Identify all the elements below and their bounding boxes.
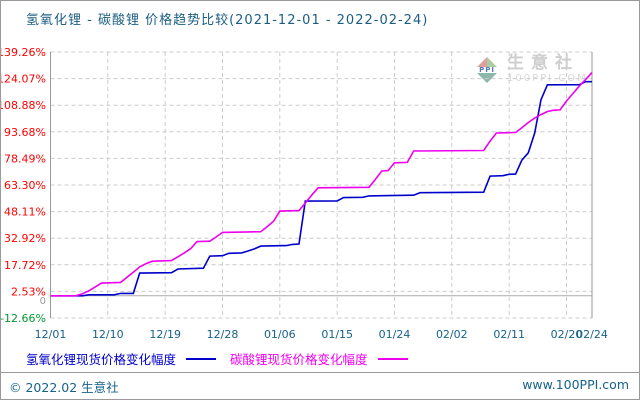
page-title: 氢氧化锂 - 碳酸锂 价格趋势比较(2021-12-01 - 2022-02-2… (26, 13, 429, 28)
y-axis-label: 108.88% (1, 99, 46, 112)
svg-text:PPI: PPI (479, 66, 495, 74)
series-line-lithium-carbonate (50, 72, 593, 297)
zero-axis-label: 0 (40, 296, 46, 307)
watermark-text: 生意社 100PPI.COM (507, 55, 588, 84)
y-axis-label: 124.07% (1, 73, 46, 86)
y-axis-label: -12.66% (1, 312, 46, 325)
legend-label-lithium-carbonate: 碳酸锂现货价格变化幅度 (230, 352, 368, 367)
x-axis-label: 12/10 (92, 328, 124, 341)
legend-line-lithium-hydroxide-icon (186, 357, 217, 360)
y-axis-label: 17.72% (4, 259, 46, 272)
legend-line-lithium-carbonate-icon (377, 357, 408, 360)
legend: 氢氧化锂现货价格变化幅度 碳酸锂现货价格变化幅度 (1, 349, 639, 368)
copyright-text: © 2022.02 生意社 (9, 380, 119, 395)
x-axis-label: 01/06 (264, 328, 296, 341)
x-axis-label: 01/24 (379, 328, 411, 341)
x-axis-label: 01/15 (321, 328, 353, 341)
chart-area: PPI 生意社 100PPI.COM 139.26% 124.07% 108.88%… (1, 1, 639, 346)
watermark-site-text: 100PPI.COM (507, 73, 588, 84)
site-link[interactable]: www.100PPI.com (522, 377, 629, 392)
brand-logo-icon: PPI (473, 56, 501, 83)
footer-divider (1, 372, 639, 373)
x-axis-label: 02/11 (493, 328, 525, 341)
x-axis-label: 02/24 (576, 328, 608, 341)
x-axis-label: 12/19 (149, 328, 181, 341)
watermark: PPI 生意社 100PPI.COM (473, 55, 588, 84)
y-axis-label: 48.11% (4, 206, 46, 219)
footer: © 2022.02 生意社 www.100PPI.com (1, 377, 639, 396)
y-axis-label: 78.49% (4, 152, 46, 165)
x-axis-label: 02/20 (551, 328, 583, 341)
price-trend-chart: 139.26% 124.07% 108.88% 93.68% 78.49% 63.30% 4… (1, 46, 608, 341)
x-axis-label: 12/28 (207, 328, 239, 341)
x-axis-label: 12/01 (35, 328, 67, 341)
y-axis-label: 32.92% (4, 232, 46, 245)
series-line-lithium-hydroxide (50, 80, 592, 297)
y-axis-label: 93.68% (4, 126, 46, 139)
y-axis-label: 2.53% (11, 285, 46, 298)
watermark-brand-text: 生意社 (507, 53, 579, 73)
y-axis-label: 139.26% (1, 46, 46, 59)
legend-label-lithium-hydroxide: 氢氧化锂现货价格变化幅度 (26, 352, 177, 367)
y-axis-label: 63.30% (4, 179, 46, 192)
x-axis-label: 02/02 (436, 328, 468, 341)
